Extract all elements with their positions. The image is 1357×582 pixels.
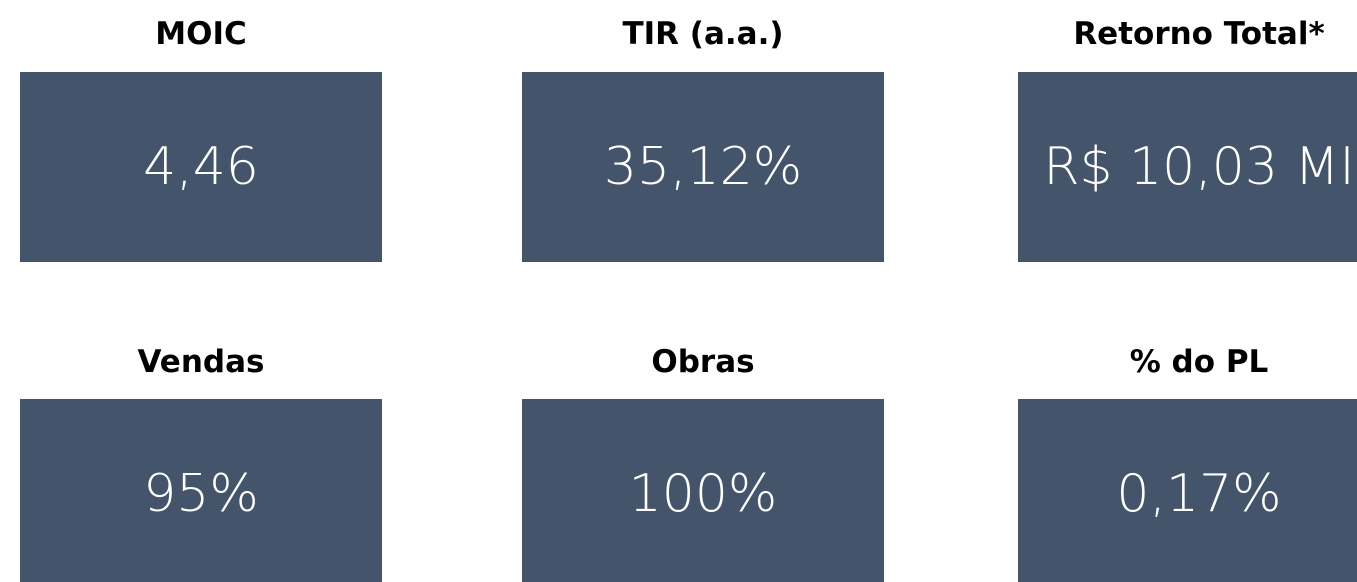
kpi-label: Vendas xyxy=(137,344,265,380)
kpi-box: 95% xyxy=(20,399,382,582)
kpi-box: 100% xyxy=(522,399,884,582)
kpi-value: 4,46 xyxy=(143,137,259,197)
kpi-label: MOIC xyxy=(155,16,247,52)
kpi-box: R$ 10,03 MI xyxy=(1018,72,1357,262)
kpi-value: 35,12% xyxy=(603,137,803,197)
kpi-label: % do PL xyxy=(1129,344,1269,380)
kpi-label: TIR (a.a.) xyxy=(622,16,784,52)
kpi-box: 35,12% xyxy=(522,72,884,262)
kpi-value: 95% xyxy=(143,464,259,524)
kpi-label: Obras xyxy=(651,344,755,380)
kpi-value: R$ 10,03 MI xyxy=(1043,137,1355,197)
kpi-box: 0,17% xyxy=(1018,399,1357,582)
kpi-value: 0,17% xyxy=(1116,464,1282,524)
kpi-box: 4,46 xyxy=(20,72,382,262)
kpi-value: 100% xyxy=(628,464,778,524)
kpi-label: Retorno Total* xyxy=(1073,16,1325,52)
